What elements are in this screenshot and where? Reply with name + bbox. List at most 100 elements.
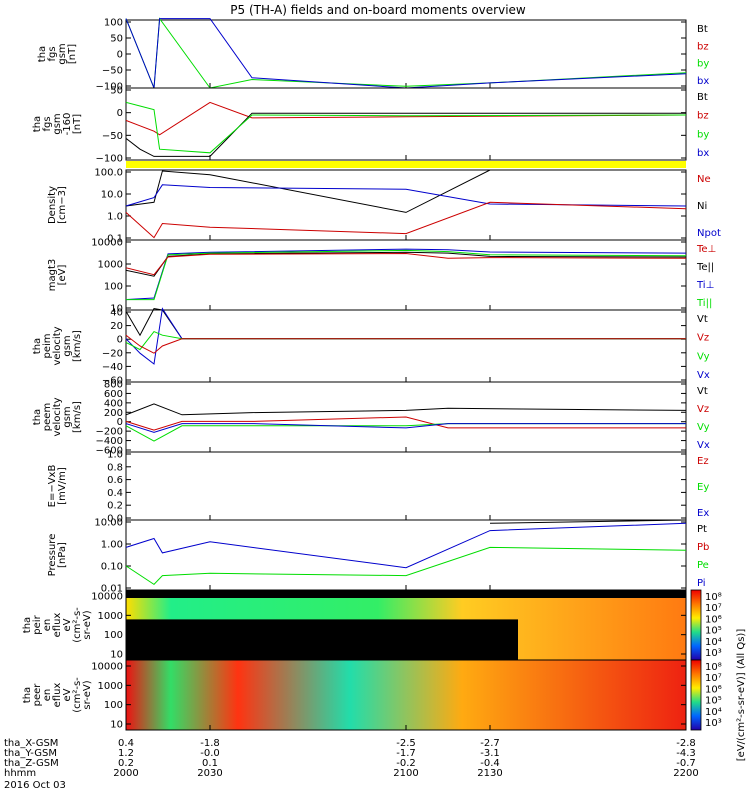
colorbar-tick-label: 10⁵ (705, 626, 722, 637)
y-axis-label: eflux (52, 613, 63, 638)
y-tick-label: 50 (110, 34, 123, 45)
y-axis-label: velocity (52, 397, 63, 436)
y-axis-label: gsm (57, 43, 68, 64)
bottom-row-value: 2130 (477, 768, 502, 779)
bottom-row-label: hhmm (4, 768, 36, 779)
legend-entry: Vx (697, 440, 710, 451)
y-tick-label: 0 (117, 417, 123, 428)
figure-title: P5 (TH-A) fields and on-board moments ov… (230, 3, 526, 17)
colorbar-tick-label: 10⁷ (705, 673, 722, 684)
spectrogram-fill (126, 660, 686, 730)
bottom-row-label: tha_Z-GSM (4, 758, 59, 769)
colorbar-tick-label: 10³ (705, 648, 722, 659)
colorbar-tick-label: 10⁷ (705, 603, 722, 614)
bottom-row-value: -4.3 (676, 748, 696, 759)
y-axis-label: -160 (62, 113, 73, 136)
y-tick-label: 100.0 (94, 168, 123, 179)
bottom-row-value: 0.4 (118, 738, 134, 749)
series-line-vx (125, 423, 686, 433)
y-axis-label: gsm (62, 406, 73, 427)
panel-peim-velocity: 40 20 0 −20 −40 −60 tha peim velocity gsm [km/s] Vt… (32, 307, 710, 387)
y-tick-label: −40 (102, 362, 123, 373)
bottom-row-label: tha_X-GSM (4, 738, 58, 749)
bottom-row-label: tha_Y-GSM (4, 748, 57, 759)
colorbar-tick-label: 10⁸ (705, 592, 722, 603)
legend-entry: Pe (697, 560, 709, 571)
y-tick-label: 0.10 (101, 562, 123, 573)
y-axis-label: eV (62, 618, 73, 631)
y-axis-label: fgs (47, 46, 58, 61)
y-axis-label: gsm (52, 113, 63, 134)
series-line-ti (126, 249, 687, 301)
y-axis-label: [cm−3] (57, 186, 68, 224)
panel-temperature: 10000 1000 100 10 magt3 [eV] Te⊥ Te|| Ti⊥ Ti|| (47, 238, 716, 315)
panel-frame (125, 519, 687, 591)
y-axis-label: velocity (52, 326, 63, 365)
series-line-vt (125, 308, 686, 340)
y-tick-label: 10.00 (94, 518, 123, 529)
panel-pressure: 10.00 1.00 0.10 0.01 Pressure [nPa] Pt Pb Pe Pi (47, 518, 709, 595)
y-tick-label: 100 (104, 18, 123, 29)
bottom-row-value: 0.2 (118, 758, 134, 769)
y-axis-label: eflux (52, 683, 63, 708)
y-tick-label: 1000 (98, 611, 123, 622)
y-axis-label: [nPa] (57, 542, 68, 568)
colorbar-tick-label: 10⁶ (705, 684, 722, 695)
legend-entry: Vy (697, 422, 710, 433)
y-axis-label: [eV] (57, 265, 68, 286)
series-line-by (125, 101, 687, 154)
y-tick-label: 0.1 (107, 234, 123, 245)
y-tick-label: 1000 (98, 681, 123, 692)
y-axis-label: gsm (62, 335, 73, 356)
y-tick-label: 10 (110, 650, 123, 661)
y-tick-label: 1.0 (107, 212, 123, 223)
y-tick-label: 0.01 (101, 584, 123, 595)
y-tick-label: 10 (110, 720, 123, 731)
series-line-bx (125, 18, 687, 89)
series-line-vz (125, 416, 686, 431)
legend-entry: Pi (697, 578, 706, 589)
colorbar-tick-label: 10⁴ (705, 707, 722, 718)
y-axis-label: Pressure (47, 534, 58, 577)
spectrogram-nodata (126, 590, 686, 598)
legend-entry: Te⊥ (696, 244, 716, 255)
series-line-pe (125, 546, 687, 586)
panel-frame (125, 87, 687, 161)
bottom-row-value: -0.7 (676, 758, 696, 769)
legend-entry: Vt (697, 386, 708, 397)
colorbar (690, 659, 702, 731)
legend-entry: Ne (697, 174, 711, 185)
y-tick-label: −50 (102, 131, 123, 142)
colorbar (690, 589, 702, 661)
bottom-row-value: 2030 (197, 768, 222, 779)
y-tick-label: 800 (104, 380, 123, 391)
y-tick-label: −50 (102, 66, 123, 77)
panel-frame (125, 309, 687, 383)
colorbar-tick-label: 10⁶ (705, 614, 722, 625)
y-tick-label: 50 (110, 86, 123, 97)
panel-frame (125, 451, 687, 521)
y-axis-label: tha (32, 409, 43, 425)
y-tick-label: 0 (117, 335, 123, 346)
panel-efield: 1.00.8 0.6 0.4 0.2 0.0 E=−VxB [mV/m] Ez Ey Ex (47, 450, 709, 525)
legend-entry: Pt (697, 524, 707, 535)
y-tick-label: 1000 (98, 260, 123, 271)
legend-entry: by (697, 129, 709, 140)
legend-entry: Npot (697, 228, 721, 239)
y-tick-label: −400 (96, 436, 123, 447)
series-line-npot (125, 184, 687, 207)
bottom-row-value: -0.4 (480, 758, 500, 769)
y-tick-label: 0.4 (107, 488, 123, 499)
y-axis-label: peim (42, 333, 53, 358)
series-line-bz (125, 101, 687, 136)
y-axis-label: eV (62, 688, 73, 701)
bottom-row-value: -2.5 (396, 738, 416, 749)
bottom-row-value: -1.7 (396, 748, 416, 759)
series-line-pi (125, 522, 687, 569)
y-axis-label: E=−VxB (47, 465, 58, 508)
legend-entry: Ey (697, 482, 709, 493)
panel-bfield-gsm: 100 50 0 −50 −100 tha fgs gsm [nT] Bt bz by bx (37, 17, 709, 93)
y-axis-label: sr-eV) (82, 680, 93, 709)
